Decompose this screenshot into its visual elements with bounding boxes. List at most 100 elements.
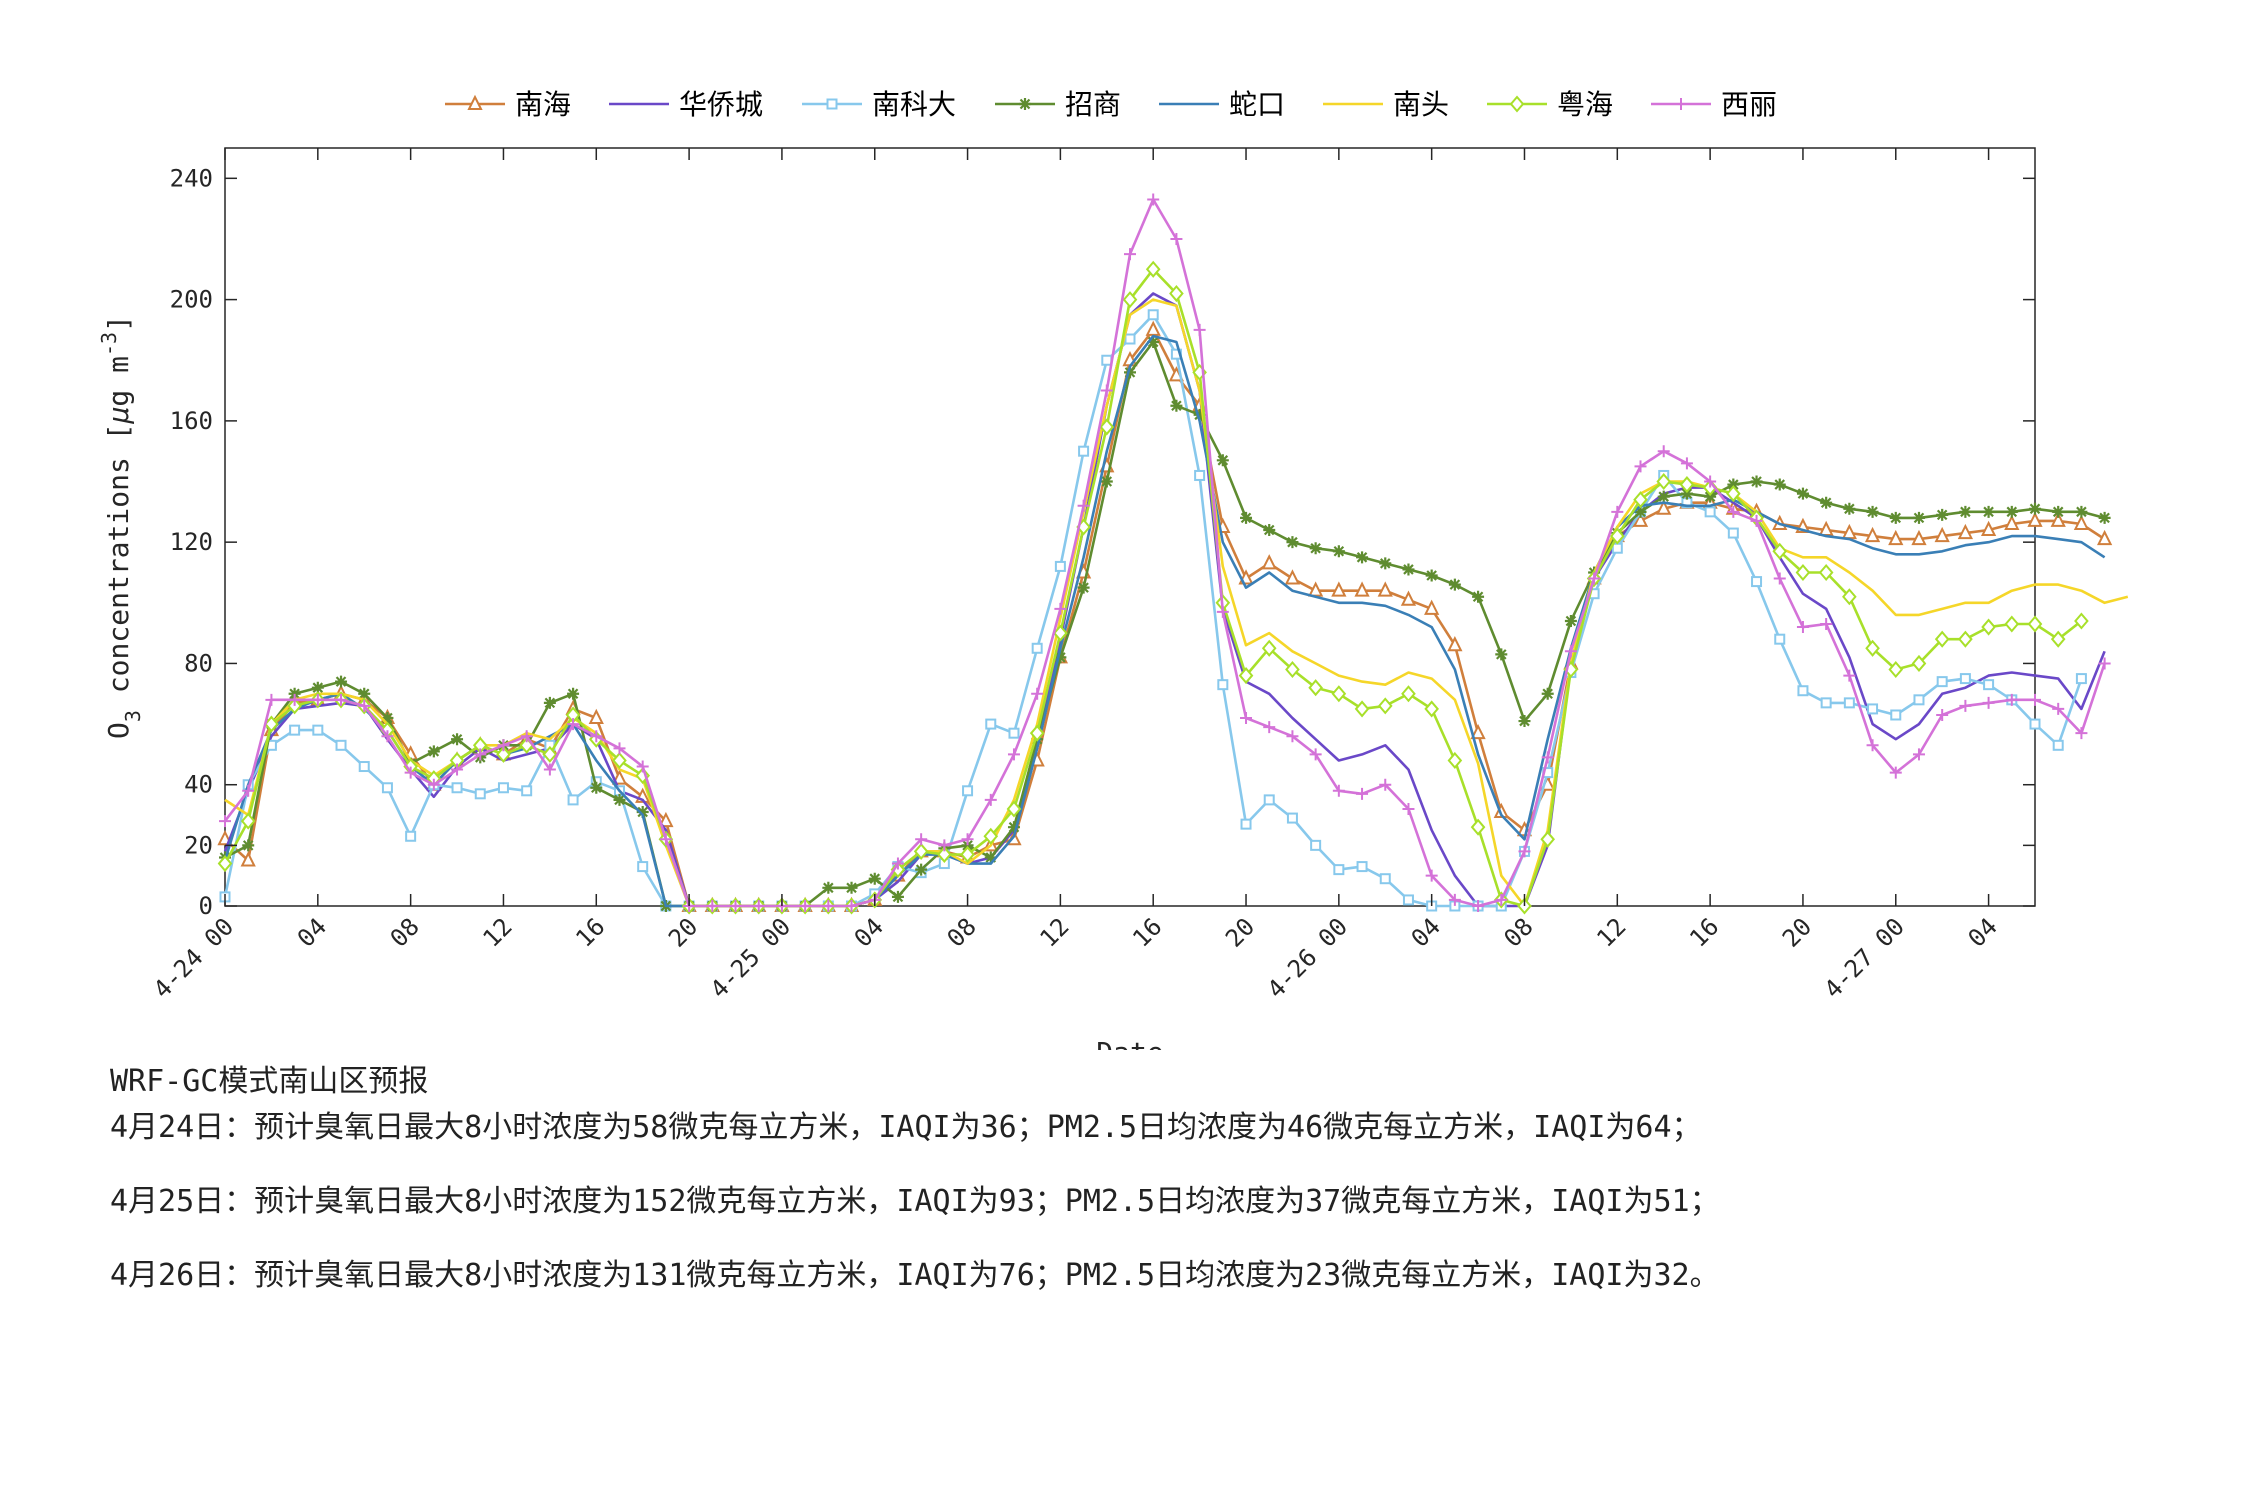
data-point — [1101, 354, 1113, 366]
legend-item-3: 招商 — [995, 88, 1121, 121]
data-point — [1331, 685, 1347, 703]
series-4 — [223, 334, 2106, 908]
y-tick-label: 0 — [199, 892, 213, 920]
data-point — [1657, 490, 1670, 503]
data-point — [358, 687, 371, 700]
x-tick-label: 04 — [1406, 912, 1446, 952]
data-point — [1843, 697, 1855, 709]
y-tick-label: 240 — [170, 164, 213, 192]
data-point — [2029, 718, 2041, 730]
data-point — [1493, 802, 1509, 819]
data-point — [915, 833, 928, 846]
data-point — [1588, 572, 1601, 585]
data-point — [1820, 618, 1833, 631]
series-line — [224, 328, 2106, 908]
data-point — [2052, 702, 2065, 715]
legend-label: 西丽 — [1721, 88, 1777, 121]
forecast-line-4-25: 4月25日：预计臭氧日最大8小时浓度为152微克每立方米，IAQI为93；PM2… — [110, 1184, 1720, 1219]
data-point — [891, 857, 904, 870]
data-point — [2029, 693, 2041, 706]
data-point — [1286, 536, 1299, 549]
y-axis: 0 20 40 80 120 160 200 240 — [170, 164, 2035, 920]
data-point — [1169, 284, 1184, 303]
data-point — [543, 763, 556, 776]
data-point — [1124, 366, 1136, 379]
x-tick-label: 4-26 00 — [1262, 912, 1353, 1003]
data-point — [1308, 679, 1323, 697]
data-point — [2027, 511, 2043, 527]
data-point — [1541, 687, 1554, 700]
y-axis-label: O3 concentrations [μg m-3] — [97, 315, 145, 739]
data-point — [613, 793, 626, 806]
data-point — [1866, 739, 1879, 752]
legend-item-4: 蛇口 — [1159, 88, 1285, 121]
data-point — [1564, 645, 1577, 658]
data-point — [1888, 660, 1904, 679]
data-point — [1750, 514, 1763, 527]
data-point — [2075, 727, 2088, 740]
data-point — [1957, 523, 1974, 540]
data-point — [1077, 581, 1090, 594]
data-point — [1448, 893, 1461, 906]
x-tick-label: 4-24 00 — [148, 912, 239, 1003]
legend-item-1: 华侨城 — [609, 88, 763, 121]
data-point — [1216, 454, 1229, 467]
data-point — [1285, 660, 1300, 679]
y-tick-label: 160 — [170, 407, 213, 435]
data-point — [288, 693, 301, 706]
data-point — [2004, 615, 2020, 633]
data-point — [474, 748, 487, 761]
data-point — [1447, 751, 1463, 770]
data-point — [1867, 703, 1879, 715]
data-point — [1936, 508, 1949, 521]
y-tick-label: 120 — [170, 528, 213, 556]
data-point — [242, 839, 255, 852]
data-point — [1400, 590, 1417, 606]
data-point — [590, 781, 603, 794]
y-tick-label: 80 — [184, 649, 213, 677]
data-point — [2075, 673, 2087, 685]
data-point — [2052, 505, 2065, 518]
data-point — [1124, 333, 1136, 345]
data-point — [358, 699, 371, 712]
legend-marker — [1019, 98, 1031, 110]
data-point — [1518, 845, 1531, 858]
y-tick-label: 200 — [170, 286, 213, 314]
data-point — [1054, 651, 1067, 664]
legend-marker — [467, 94, 483, 110]
data-point — [1331, 581, 1347, 597]
data-point — [1982, 505, 1995, 518]
data-point — [1402, 563, 1415, 576]
data-point — [1240, 818, 1252, 830]
data-point — [1795, 563, 1811, 582]
x-tick-label: 20 — [1777, 912, 1817, 952]
data-point — [1031, 687, 1044, 700]
data-point — [2073, 514, 2090, 530]
data-point — [1913, 694, 1925, 706]
data-point — [590, 730, 603, 743]
data-point — [636, 760, 649, 773]
data-point — [1495, 893, 1508, 906]
data-point — [1983, 679, 1995, 691]
data-point — [1472, 900, 1485, 912]
data-point — [1820, 496, 1833, 509]
data-point — [1890, 709, 1902, 721]
data-point — [845, 881, 858, 894]
data-point — [2005, 693, 2018, 706]
legend-label: 粤海 — [1557, 88, 1613, 121]
x-tick-label: 20 — [663, 912, 703, 952]
data-point — [1936, 708, 1949, 721]
data-point — [2075, 505, 2088, 518]
data-point — [521, 785, 533, 797]
x-tick-label: 12 — [1034, 912, 1074, 952]
data-point — [1657, 445, 1670, 458]
data-point — [242, 784, 255, 797]
data-point — [1053, 624, 1068, 642]
legend-item-6: 粤海 — [1487, 88, 1613, 121]
data-point — [335, 675, 348, 688]
data-point — [335, 693, 348, 706]
x-tick-label: 16 — [570, 912, 610, 952]
data-point — [1007, 821, 1020, 834]
data-point — [1634, 460, 1647, 473]
plot-area — [224, 147, 2036, 907]
